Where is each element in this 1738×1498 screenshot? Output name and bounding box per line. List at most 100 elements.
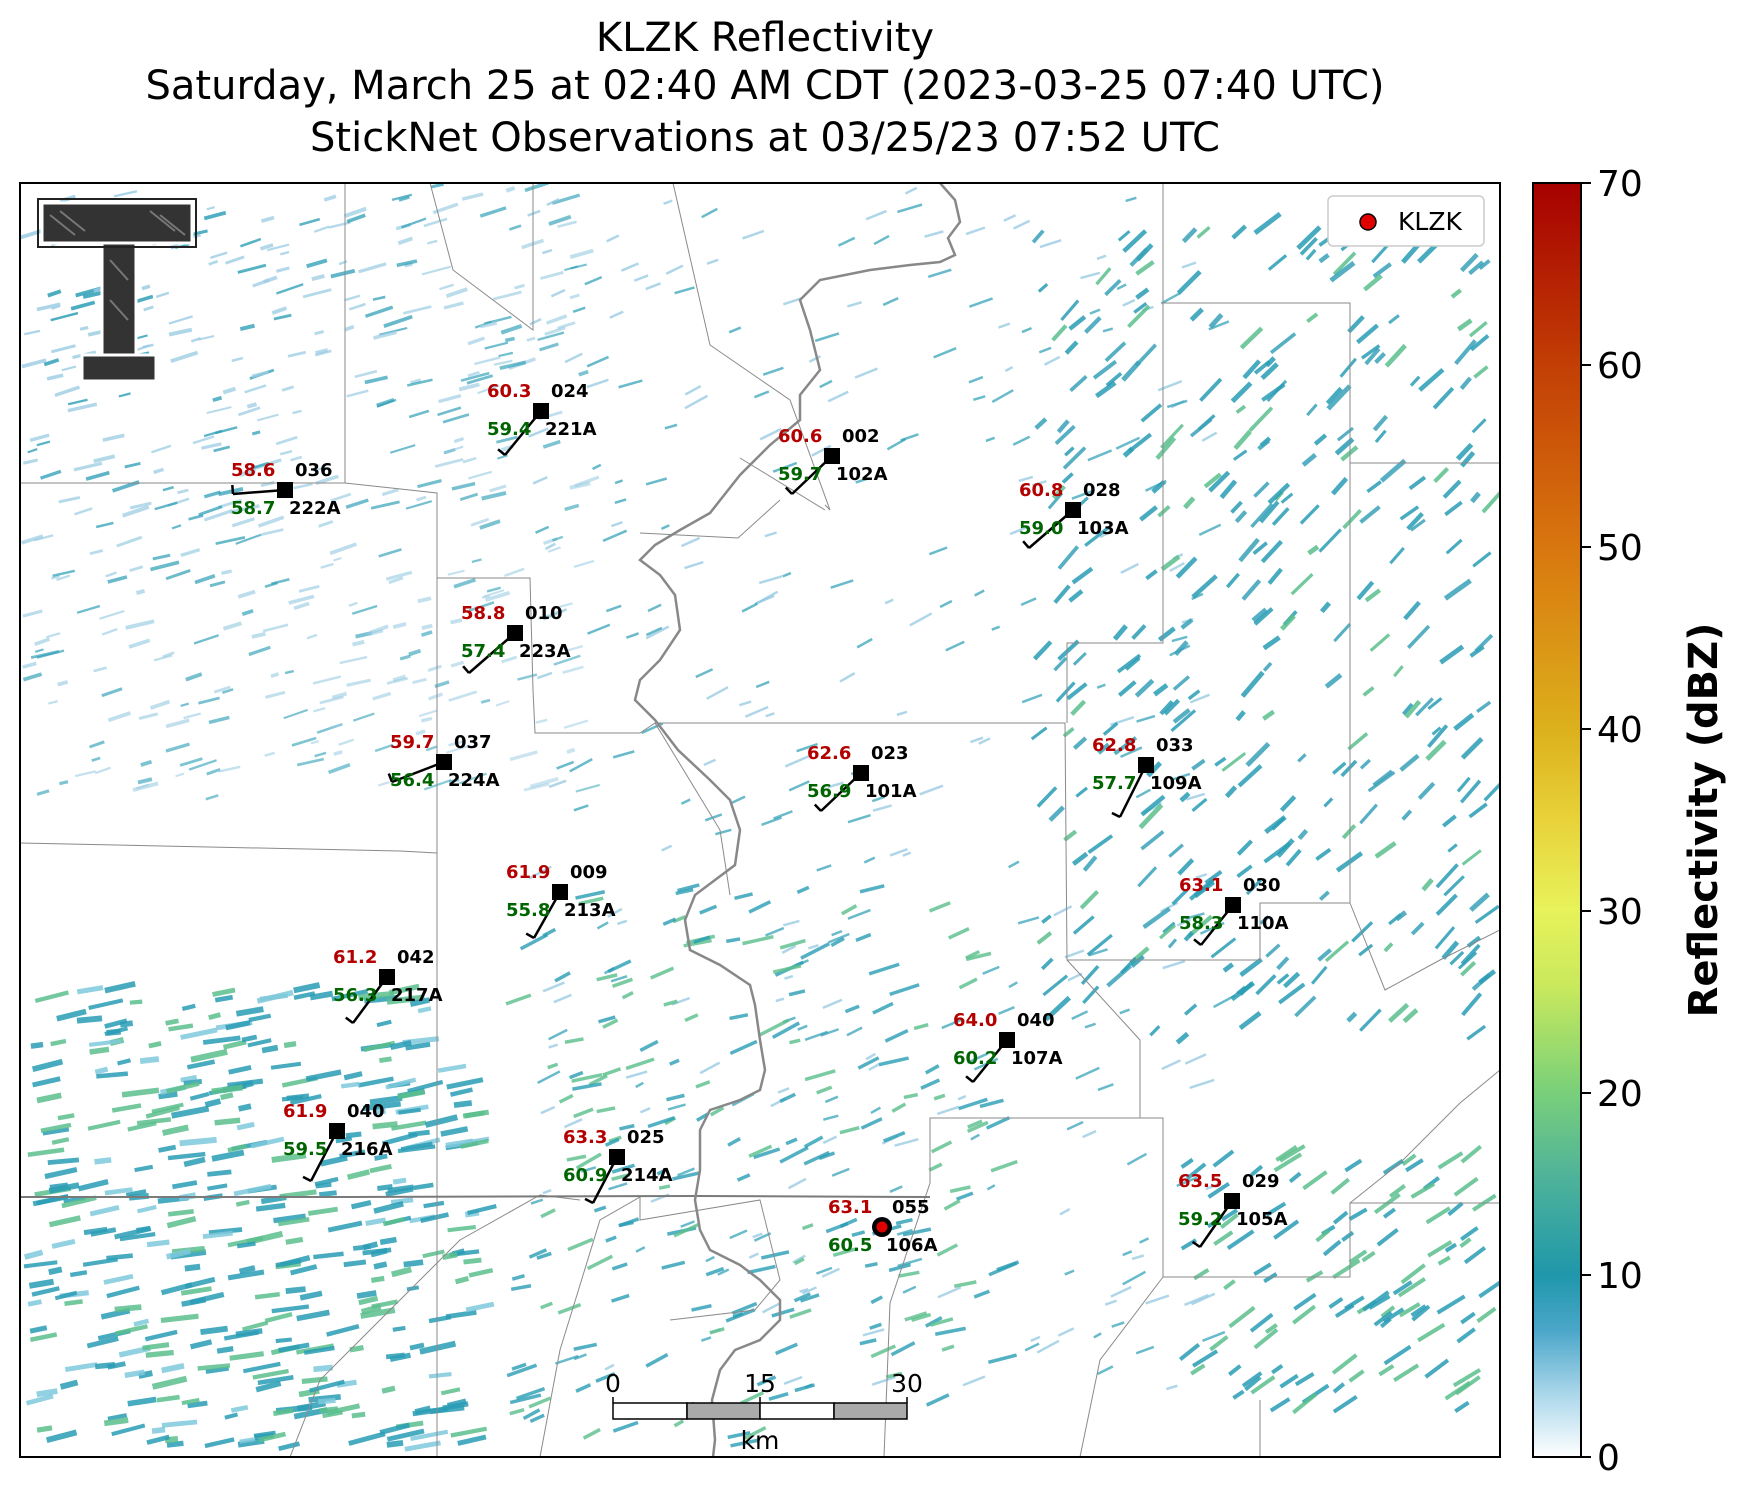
echo-streak (94, 1157, 112, 1165)
echo-streak (164, 1436, 179, 1444)
echo-streak (1140, 794, 1166, 817)
echo-streak (1053, 656, 1068, 672)
echo-streak (548, 779, 567, 789)
echo-streak (283, 708, 309, 720)
echo-streak (251, 631, 266, 639)
echo-streak (943, 1199, 961, 1211)
wind-barb-flag (1022, 540, 1030, 549)
echo-streak (1169, 561, 1186, 573)
echo-streak (403, 305, 432, 315)
echo-streak (404, 1440, 441, 1452)
echo-streak (356, 1290, 377, 1299)
echo-streak (517, 673, 538, 681)
echo-streak (1453, 1176, 1479, 1197)
station-temperature: 62.8 (1092, 735, 1136, 756)
echo-streak (79, 325, 89, 331)
echo-streak (1199, 921, 1225, 935)
echo-streak (731, 1301, 758, 1315)
echo-streak (1066, 682, 1088, 701)
echo-streak (1267, 567, 1283, 585)
station-id: 105A (1236, 1209, 1288, 1230)
echo-streak (965, 950, 981, 960)
echo-streak (1388, 314, 1400, 325)
echo-streak (1125, 656, 1141, 671)
echo-streak (1444, 500, 1463, 517)
echo-streak (537, 1070, 561, 1085)
echo-streak (258, 1431, 286, 1443)
echo-streak (99, 610, 125, 620)
echo-streak (575, 1383, 592, 1393)
echo-streak (117, 1058, 132, 1066)
echo-streak (1322, 1239, 1342, 1257)
echo-streak (1037, 283, 1049, 293)
echo-streak (748, 900, 772, 914)
echo-streak (208, 1012, 222, 1021)
echo-streak (181, 1297, 207, 1307)
echo-streak (339, 655, 368, 665)
station-id: 221A (545, 419, 597, 440)
station-wind-direction: 025 (627, 1127, 665, 1148)
echo-streak (563, 719, 589, 729)
station-wind-direction: 023 (871, 743, 909, 764)
echo-streak (370, 1247, 388, 1258)
echo-streak (102, 433, 125, 442)
echo-streak (705, 1255, 715, 1263)
echo-streak (205, 1366, 230, 1374)
echo-streak (241, 1320, 269, 1332)
echo-streak (796, 885, 810, 894)
echo-streak (619, 1123, 635, 1131)
echo-streak (596, 1106, 616, 1114)
echo-streak (1208, 312, 1224, 329)
echo-streak (141, 284, 151, 291)
echo-streak (1452, 1368, 1482, 1388)
echo-streak (830, 936, 845, 948)
echo-streak (137, 1204, 157, 1214)
echo-streak (479, 519, 501, 530)
echo-streak (370, 500, 400, 510)
echo-streak (489, 484, 507, 493)
echo-streak (760, 1250, 790, 1260)
echo-streak (1305, 248, 1317, 261)
echo-streak (148, 1041, 162, 1049)
echo-streak (919, 784, 944, 796)
echo-streak (203, 210, 227, 221)
echo-streak (1223, 1279, 1236, 1291)
echo-streak (1204, 870, 1223, 885)
echo-streak (76, 985, 104, 995)
echo-streak (320, 562, 334, 569)
echo-streak (369, 1095, 403, 1106)
echo-streak (1299, 504, 1320, 525)
echo-streak (1176, 918, 1191, 927)
echo-streak (67, 402, 98, 413)
echo-streak (1068, 315, 1087, 331)
echo-streak (1233, 429, 1252, 450)
echo-streak (183, 712, 202, 720)
echo-streak (1162, 921, 1176, 934)
echo-streak (728, 326, 742, 334)
echo-streak (1009, 525, 1030, 536)
echo-streak (699, 904, 718, 915)
echo-streak (611, 521, 623, 528)
echo-streak (564, 352, 583, 364)
echo-streak (782, 919, 800, 927)
echo-streak (557, 1302, 582, 1315)
echo-streak (1219, 479, 1238, 500)
echo-streak (1157, 626, 1176, 642)
echo-streak (1054, 424, 1076, 446)
echo-streak (1212, 1149, 1235, 1168)
echo-streak (1096, 254, 1107, 261)
echo-streak (1057, 545, 1080, 570)
echo-streak (1126, 1152, 1148, 1166)
echo-streak (865, 209, 887, 221)
echo-streak (54, 385, 81, 397)
echo-streak (868, 962, 900, 976)
echo-streak (1093, 1332, 1102, 1339)
echo-streak (1031, 229, 1045, 244)
echo-streak (748, 1252, 760, 1259)
echo-streak (327, 1220, 363, 1233)
echo-streak (1122, 298, 1136, 307)
echo-streak (1474, 904, 1500, 924)
echo-streak (1031, 479, 1047, 487)
